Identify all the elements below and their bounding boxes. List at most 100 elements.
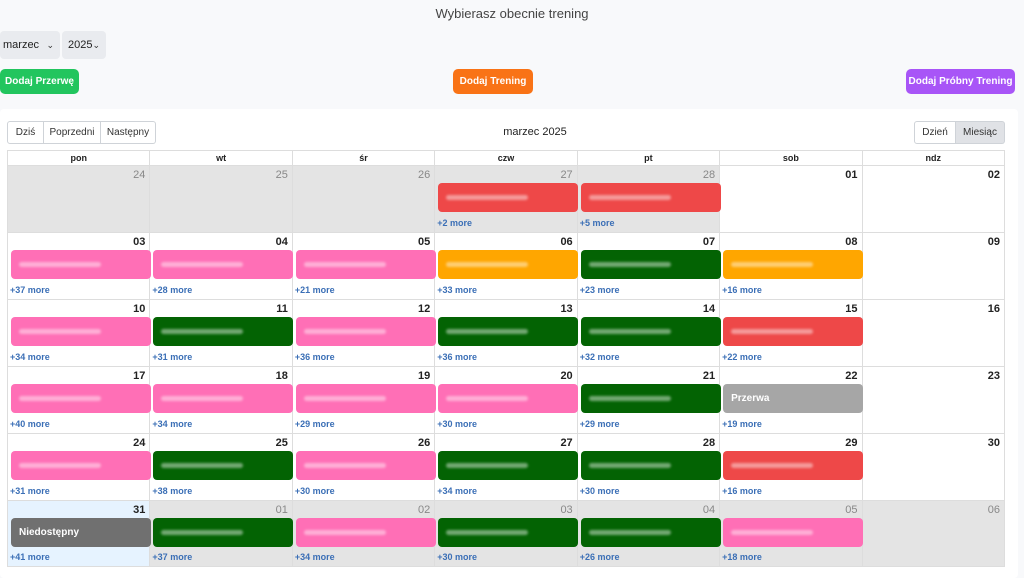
day-number[interactable]: 10	[133, 303, 146, 315]
more-events-link[interactable]: +30 more	[294, 486, 335, 496]
day-cell[interactable]: 18 +34 more	[149, 367, 294, 433]
day-cell[interactable]: 30	[861, 434, 1005, 500]
day-number[interactable]: 30	[987, 437, 1000, 449]
day-cell[interactable]: 29 +16 more	[719, 434, 864, 500]
day-cell[interactable]: 21 +29 more	[576, 367, 721, 433]
more-events-link[interactable]: +30 more	[437, 552, 478, 562]
day-cell[interactable]: 23	[861, 367, 1005, 433]
more-events-link[interactable]: +40 more	[10, 419, 50, 429]
day-number[interactable]: 06	[987, 504, 1000, 516]
calendar-event[interactable]	[11, 317, 151, 346]
day-cell[interactable]: 13 +36 more	[434, 300, 579, 366]
day-number[interactable]: 26	[418, 437, 431, 449]
day-cell[interactable]: 10 +34 more	[7, 300, 151, 366]
day-number[interactable]: 04	[702, 504, 716, 516]
day-number[interactable]: 27	[560, 169, 573, 181]
day-cell[interactable]: 06	[861, 501, 1005, 566]
more-events-link[interactable]: +16 more	[722, 486, 762, 496]
day-cell[interactable]: 20 +30 more	[434, 367, 579, 433]
day-cell[interactable]: 14 +32 more	[576, 300, 721, 366]
day-cell[interactable]: 26 +30 more	[291, 434, 436, 500]
day-cell[interactable]: 09	[861, 233, 1005, 299]
day-number[interactable]: 08	[845, 236, 858, 248]
calendar-event[interactable]	[153, 317, 294, 346]
day-cell[interactable]: 01	[719, 166, 862, 232]
calendar-event[interactable]	[438, 317, 579, 346]
view-day-button[interactable]: Dzień	[914, 121, 956, 144]
calendar-event[interactable]	[723, 518, 864, 547]
day-number[interactable]: 03	[560, 504, 573, 516]
calendar-event[interactable]	[11, 451, 151, 480]
day-cell[interactable]: 27 +2 more	[434, 166, 579, 232]
day-number[interactable]: 21	[702, 370, 716, 382]
day-number[interactable]: 25	[275, 169, 288, 181]
day-number[interactable]: 09	[987, 236, 1000, 248]
day-cell[interactable]: 31 Niedostępny +41 more	[7, 501, 151, 566]
day-number[interactable]: 29	[845, 437, 858, 449]
calendar-event[interactable]	[580, 183, 721, 212]
calendar-event[interactable]	[295, 384, 436, 413]
calendar-event[interactable]	[438, 250, 579, 279]
day-cell[interactable]: 27 +34 more	[434, 434, 579, 500]
calendar-event[interactable]: Niedostępny	[11, 518, 151, 547]
calendar-event[interactable]	[723, 451, 864, 480]
calendar-event[interactable]	[580, 317, 721, 346]
more-events-link[interactable]: +5 more	[579, 218, 615, 228]
calendar-event[interactable]	[295, 317, 436, 346]
calendar-event[interactable]	[580, 250, 721, 279]
day-cell[interactable]: 07 +23 more	[576, 233, 721, 299]
calendar-event[interactable]	[295, 518, 436, 547]
day-number[interactable]: 13	[560, 303, 573, 315]
day-number[interactable]: 05	[418, 236, 431, 248]
year-select[interactable]: 2025 ⌄	[62, 31, 106, 59]
more-events-link[interactable]: +29 more	[294, 419, 335, 429]
calendar-event[interactable]	[153, 451, 294, 480]
more-events-link[interactable]: +31 more	[10, 486, 50, 496]
day-number[interactable]: 28	[702, 437, 716, 449]
day-number[interactable]: 23	[987, 370, 1000, 382]
day-number[interactable]: 28	[702, 169, 716, 181]
day-number[interactable]: 06	[560, 236, 573, 248]
day-cell[interactable]: 26	[291, 166, 435, 232]
day-cell[interactable]: 01 +37 more	[149, 501, 294, 566]
add-break-button[interactable]: Dodaj Przerwę	[0, 69, 79, 94]
add-trial-training-button[interactable]: Dodaj Próbny Trening	[906, 69, 1015, 94]
day-cell[interactable]: 22 Przerwa +19 more	[719, 367, 864, 433]
day-cell[interactable]: 24 +31 more	[7, 434, 151, 500]
calendar-event[interactable]	[723, 317, 864, 346]
day-cell[interactable]: 05 +18 more	[719, 501, 864, 566]
day-number[interactable]: 19	[418, 370, 431, 382]
more-events-link[interactable]: +18 more	[722, 552, 762, 562]
day-cell[interactable]: 24	[7, 166, 150, 232]
more-events-link[interactable]: +2 more	[437, 218, 473, 228]
day-cell[interactable]: 19 +29 more	[291, 367, 436, 433]
prev-button[interactable]: Poprzedni	[44, 121, 101, 144]
day-cell[interactable]: 17 +40 more	[7, 367, 151, 433]
day-number[interactable]: 02	[418, 504, 431, 516]
day-number[interactable]: 20	[560, 370, 573, 382]
more-events-link[interactable]: +30 more	[437, 419, 478, 429]
calendar-event[interactable]	[580, 451, 721, 480]
more-events-link[interactable]: +34 more	[437, 486, 478, 496]
calendar-event[interactable]: Przerwa	[723, 384, 864, 413]
more-events-link[interactable]: +37 more	[10, 285, 50, 295]
day-number[interactable]: 15	[845, 303, 858, 315]
more-events-link[interactable]: +34 more	[152, 419, 193, 429]
day-number[interactable]: 12	[418, 303, 431, 315]
day-number[interactable]: 01	[275, 504, 288, 516]
day-cell[interactable]: 04 +28 more	[149, 233, 294, 299]
calendar-event[interactable]	[295, 451, 436, 480]
day-cell[interactable]: 15 +22 more	[719, 300, 864, 366]
day-number[interactable]: 02	[987, 169, 1000, 181]
day-number[interactable]: 31	[133, 504, 146, 516]
more-events-link[interactable]: +37 more	[152, 552, 193, 562]
calendar-event[interactable]	[153, 518, 294, 547]
day-cell[interactable]: 02 +34 more	[291, 501, 436, 566]
calendar-event[interactable]	[153, 384, 294, 413]
day-number[interactable]: 25	[275, 437, 288, 449]
calendar-event[interactable]	[723, 250, 864, 279]
more-events-link[interactable]: +36 more	[437, 352, 478, 362]
day-number[interactable]: 24	[133, 437, 146, 449]
next-button[interactable]: Następny	[101, 121, 156, 144]
calendar-event[interactable]	[438, 183, 579, 212]
